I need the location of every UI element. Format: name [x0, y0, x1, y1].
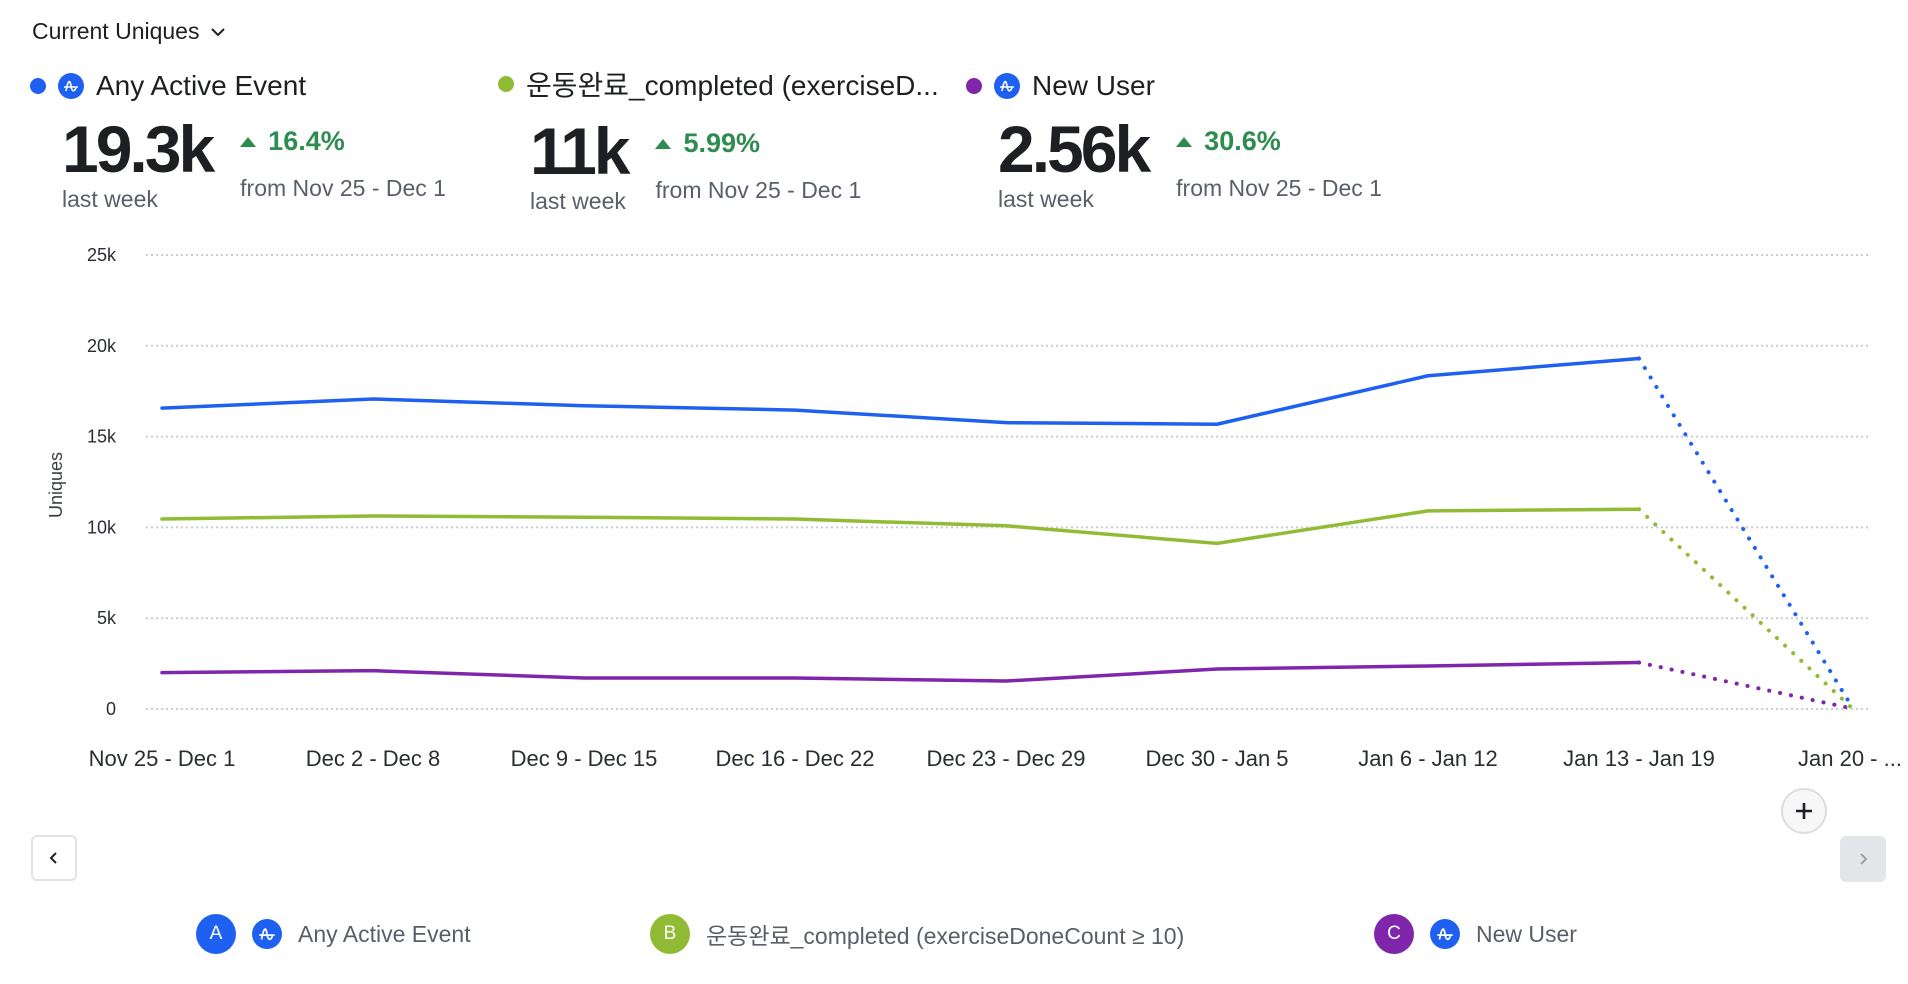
- chevron-left-icon: [49, 852, 57, 864]
- y-tick-label: 0: [106, 699, 116, 719]
- series-line-incomplete: [1637, 660, 1852, 711]
- amplitude-event-icon: [1430, 919, 1460, 949]
- kpi-title: Any Active Event: [96, 70, 307, 101]
- kpi-value: 19.3k: [62, 112, 215, 186]
- kpi-title: New User: [1032, 70, 1155, 101]
- legend-item-c[interactable]: C New User: [1374, 914, 1577, 954]
- series-dot: [498, 76, 514, 92]
- kpi-exercise-completed: 운동완료_completed (exerciseD... 11k last we…: [498, 64, 939, 215]
- metric-selector-label: Current Uniques: [32, 18, 200, 44]
- chevron-right-icon: [1860, 853, 1868, 865]
- series-dot: [30, 78, 46, 94]
- series-line: [160, 507, 1641, 546]
- kpi-change-value: 5.99%: [683, 128, 761, 158]
- legend-label: 운동완료_completed (exerciseDoneCount ≥ 10): [706, 923, 1185, 949]
- series-line: [160, 356, 1641, 427]
- next-page-button[interactable]: [1840, 836, 1886, 882]
- triangle-up-icon: [655, 138, 672, 149]
- kpi-period: last week: [998, 186, 1094, 212]
- kpi-change-value: 16.4%: [268, 126, 345, 156]
- kpi-new-user: New User 2.56k last week 30.6% from Nov …: [966, 70, 1382, 213]
- line-chart: 0 5k 10k 15k 20k 25k Uniques Nov 25 - Dec 1 De…: [46, 245, 1902, 770]
- kpi-period: last week: [530, 188, 626, 214]
- plus-icon: [1796, 803, 1812, 819]
- x-tick-label: Nov 25 - Dec 1: [89, 746, 236, 770]
- triangle-up-icon: [1176, 136, 1193, 147]
- series-line-incomplete: [1637, 356, 1852, 706]
- amplitude-event-icon: [994, 73, 1020, 99]
- y-axis-label: Uniques: [46, 452, 66, 518]
- x-tick-label: Dec 9 - Dec 15: [511, 746, 658, 770]
- series-line-incomplete: [1637, 507, 1852, 709]
- kpi-comparison: from Nov 25 - Dec 1: [655, 177, 862, 203]
- kpi-value: 2.56k: [998, 112, 1151, 186]
- kpi-period: last week: [62, 186, 158, 212]
- kpi-any-active-event: Any Active Event 19.3k last week 16.4% f…: [30, 70, 446, 213]
- x-tick-label: Dec 23 - Dec 29: [927, 746, 1086, 770]
- kpi-change: 30.6%: [1176, 126, 1382, 157]
- series-letter-badge: A: [196, 914, 236, 954]
- amplitude-event-icon: [58, 73, 84, 99]
- x-tick-label: Jan 13 - Jan 19: [1563, 746, 1715, 770]
- triangle-up-icon: [240, 136, 257, 147]
- x-tick-label: Dec 30 - Jan 5: [1145, 746, 1288, 770]
- chevron-down-icon: [211, 27, 226, 36]
- legend-label: New User: [1476, 920, 1577, 947]
- kpi-comparison: from Nov 25 - Dec 1: [1176, 175, 1382, 201]
- kpi-title: 운동완료_completed (exerciseD...: [526, 70, 939, 101]
- kpi-change: 5.99%: [655, 128, 861, 159]
- kpi-change-value: 30.6%: [1204, 126, 1281, 156]
- kpi-change: 16.4%: [240, 126, 446, 157]
- x-tick-label: Jan 6 - Jan 12: [1358, 746, 1497, 770]
- x-tick-label: Jan 20 - ...: [1798, 746, 1902, 770]
- legend-label: Any Active Event: [298, 920, 471, 947]
- previous-page-button[interactable]: [31, 835, 77, 881]
- series-letter-badge: B: [650, 914, 690, 954]
- series-dot: [966, 78, 982, 94]
- y-tick-label: 15k: [87, 427, 117, 447]
- add-annotation-button[interactable]: [1781, 788, 1827, 834]
- y-tick-label: 5k: [97, 608, 117, 628]
- x-tick-label: Dec 16 - Dec 22: [716, 746, 875, 770]
- y-tick-label: 10k: [87, 517, 117, 537]
- metric-selector[interactable]: Current Uniques: [32, 18, 227, 45]
- legend-item-b[interactable]: B 운동완료_completed (exerciseDoneCount ≥ 10…: [650, 914, 1184, 954]
- kpi-comparison: from Nov 25 - Dec 1: [240, 175, 446, 201]
- x-tick-label: Dec 2 - Dec 8: [306, 746, 441, 770]
- amplitude-event-icon: [252, 919, 282, 949]
- kpi-value: 11k: [530, 114, 630, 188]
- legend-item-a[interactable]: A Any Active Event: [196, 914, 471, 954]
- y-tick-label: 25k: [87, 245, 117, 265]
- y-tick-label: 20k: [87, 336, 117, 356]
- series-letter-badge: C: [1374, 914, 1414, 954]
- series-line: [160, 660, 1641, 683]
